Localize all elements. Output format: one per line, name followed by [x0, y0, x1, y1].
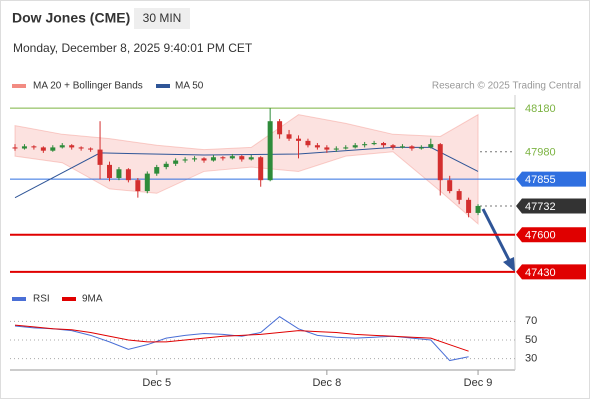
level-label-box: [516, 264, 586, 280]
candle-body: [409, 146, 415, 149]
candle-body: [210, 157, 216, 161]
x-tick-label: Dec 5: [142, 377, 171, 389]
level-label: 47855: [525, 174, 556, 186]
candle-body: [229, 156, 235, 159]
candle-body: [362, 144, 368, 146]
level-label: 47732: [525, 201, 556, 213]
candle-body: [333, 148, 339, 150]
candle-body: [163, 163, 169, 168]
candle-body: [12, 147, 18, 149]
legend-label: RSI: [33, 294, 50, 305]
candle-body: [286, 134, 292, 139]
candle-body: [437, 144, 443, 181]
legend-label: 9MA: [82, 294, 103, 305]
y-tick-label: 30: [525, 353, 537, 365]
candle-body: [324, 147, 330, 150]
x-tick-label: Dec 8: [312, 377, 341, 389]
legend-swatch: [156, 84, 170, 88]
candle-body: [97, 149, 103, 165]
level-label: 48180: [525, 103, 556, 115]
candle-body: [371, 143, 377, 145]
candle-body: [248, 157, 254, 160]
level-label-box: [516, 198, 586, 214]
level-label: 47980: [525, 147, 556, 159]
candle-body: [381, 143, 387, 146]
candle-body: [343, 147, 349, 149]
candle-body: [192, 158, 198, 160]
bollinger-band: [14, 113, 479, 225]
candle-body: [277, 121, 283, 135]
candle-body: [258, 157, 264, 181]
candle-body: [352, 145, 358, 148]
candle-body: [107, 164, 112, 178]
timeframe-badge: [134, 8, 190, 29]
legend-swatch: [62, 297, 76, 301]
candle-body: [69, 145, 75, 148]
candle-body: [239, 156, 245, 160]
legend-swatch: [12, 297, 26, 301]
candle-body: [447, 180, 453, 192]
y-tick-label: 50: [525, 334, 537, 346]
credit: Research © 2025 Trading Central: [432, 81, 581, 92]
candle-body: [428, 144, 434, 148]
candle-body: [456, 191, 462, 200]
legend-label: MA 20 + Bollinger Bands: [33, 81, 143, 92]
x-tick-label: Dec 9: [464, 377, 493, 389]
candle-body: [40, 147, 46, 151]
candle-body: [466, 199, 472, 213]
candle-body: [314, 145, 320, 148]
candle-body: [21, 146, 27, 149]
candle-body: [201, 158, 207, 161]
candle-body: [31, 146, 37, 148]
level-label-box: [516, 227, 586, 243]
rsi-ma-line: [14, 324, 469, 352]
legend-label: MA 50: [175, 81, 204, 92]
candle-body: [418, 147, 424, 149]
candle-body: [59, 145, 65, 148]
candle-body: [390, 145, 396, 148]
candle-body: [50, 147, 56, 151]
y-tick-label: 70: [525, 315, 537, 327]
level-label: 47430: [525, 267, 556, 279]
candle-body: [116, 169, 122, 178]
candle-body: [125, 169, 131, 181]
candle-body: [173, 160, 179, 164]
candle-body: [296, 138, 301, 141]
candle-body: [144, 173, 150, 192]
candle-body: [88, 148, 94, 150]
candle-body: [220, 157, 226, 159]
candle-body: [182, 159, 188, 161]
subtitle: Monday, December 8, 2025 9:40:01 PM CET: [13, 41, 253, 55]
candle-body: [154, 167, 160, 174]
timeframe: 30 MIN: [143, 11, 182, 25]
legend-swatch: [12, 84, 26, 88]
candle-body: [399, 146, 405, 148]
chart-title: Dow Jones (CME): [12, 10, 130, 26]
level-label: 47600: [525, 230, 556, 242]
candle-body: [267, 121, 273, 181]
candle-body: [135, 180, 141, 192]
candle-body: [475, 205, 481, 213]
forecast-arrowhead: [503, 257, 515, 272]
candle-body: [305, 140, 311, 146]
candle-body: [78, 147, 84, 149]
level-label-box: [516, 171, 586, 187]
